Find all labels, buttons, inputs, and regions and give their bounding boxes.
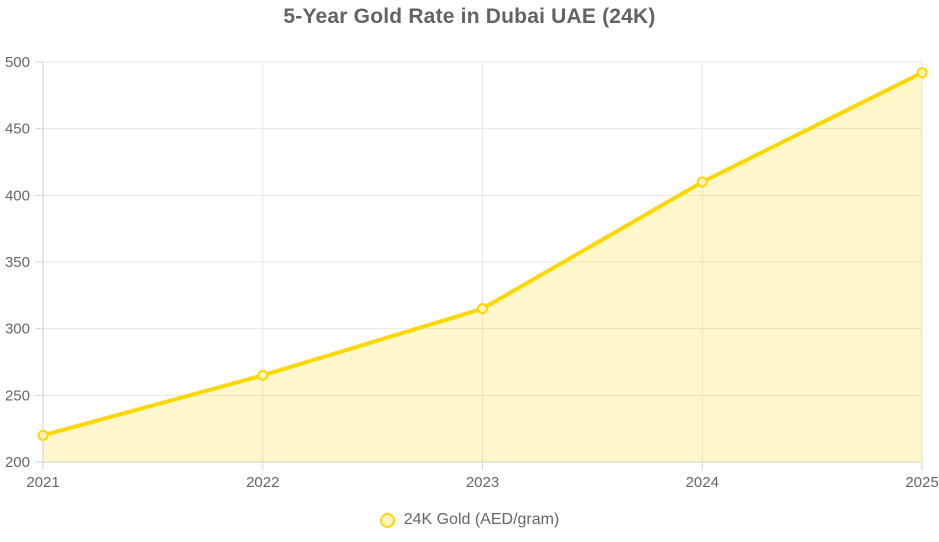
- y-tick-label: 400: [5, 187, 30, 204]
- y-tick-label: 350: [5, 254, 30, 271]
- x-tick-label: 2021: [26, 474, 59, 491]
- x-tick-label: 2024: [686, 474, 719, 491]
- x-tick-label: 2023: [466, 474, 499, 491]
- y-tick-label: 500: [5, 54, 30, 71]
- area-fill: [43, 72, 922, 463]
- legend[interactable]: 24K Gold (AED/gram): [0, 507, 939, 533]
- data-point-2025[interactable]: [916, 67, 928, 79]
- x-tick-label: 2025: [905, 474, 938, 491]
- x-tick-label: 2022: [246, 474, 279, 491]
- y-tick-label: 300: [5, 321, 30, 338]
- y-tick-label: 250: [5, 387, 30, 404]
- y-tick-label: 200: [5, 454, 30, 471]
- legend-label: 24K Gold (AED/gram): [403, 511, 560, 528]
- y-tick-label: 450: [5, 121, 30, 138]
- data-point-2023[interactable]: [477, 303, 488, 315]
- data-point-2024[interactable]: [696, 176, 708, 188]
- data-point-2021[interactable]: [37, 429, 49, 441]
- chart-title: 5-Year Gold Rate in Dubai UAE (24K): [283, 5, 656, 28]
- legend-point-icon: [379, 512, 395, 528]
- data-point-2022[interactable]: [257, 369, 269, 381]
